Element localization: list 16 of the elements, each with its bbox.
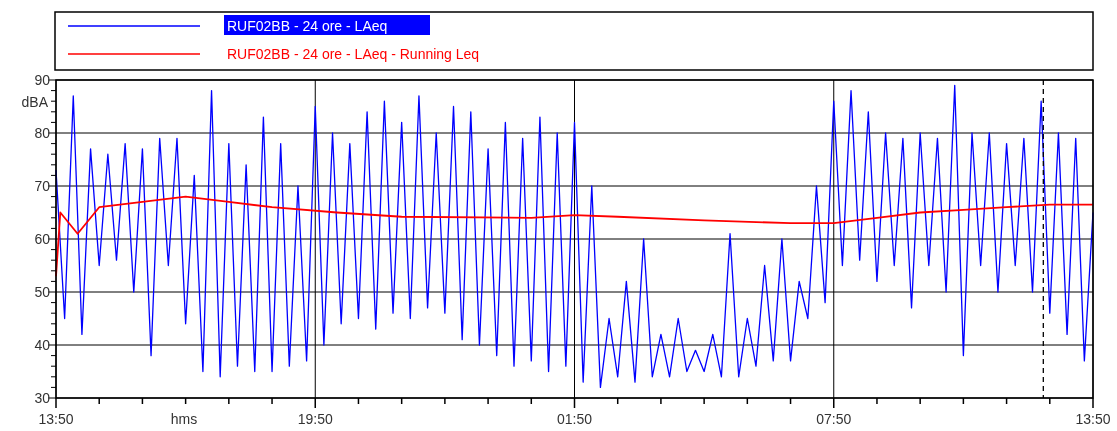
y-tick-label: 30 <box>34 390 51 406</box>
y-axis-title: dBA <box>21 94 49 110</box>
text: RUF02BB - 24 ore - LAeq <box>227 18 388 34</box>
x-tick-label: 13:50 <box>38 411 74 427</box>
y-tick-label: 80 <box>34 125 51 141</box>
x-tick-label: 07:50 <box>816 411 852 427</box>
y-tick-label: 90 <box>34 72 51 88</box>
y-tick-label: 40 <box>34 337 51 353</box>
y-tick-label: 60 <box>34 231 51 247</box>
x-axis-title: hms <box>170 411 198 427</box>
x-tick-label: 13:50 <box>1075 411 1111 427</box>
y-tick-label: 70 <box>34 178 51 194</box>
text: RUF02BB - 24 ore - LAeq - Running Leq <box>227 46 480 62</box>
x-tick-label: 19:50 <box>297 411 333 427</box>
x-tick-label: 01:50 <box>556 411 593 427</box>
y-tick-label: 50 <box>34 284 51 300</box>
